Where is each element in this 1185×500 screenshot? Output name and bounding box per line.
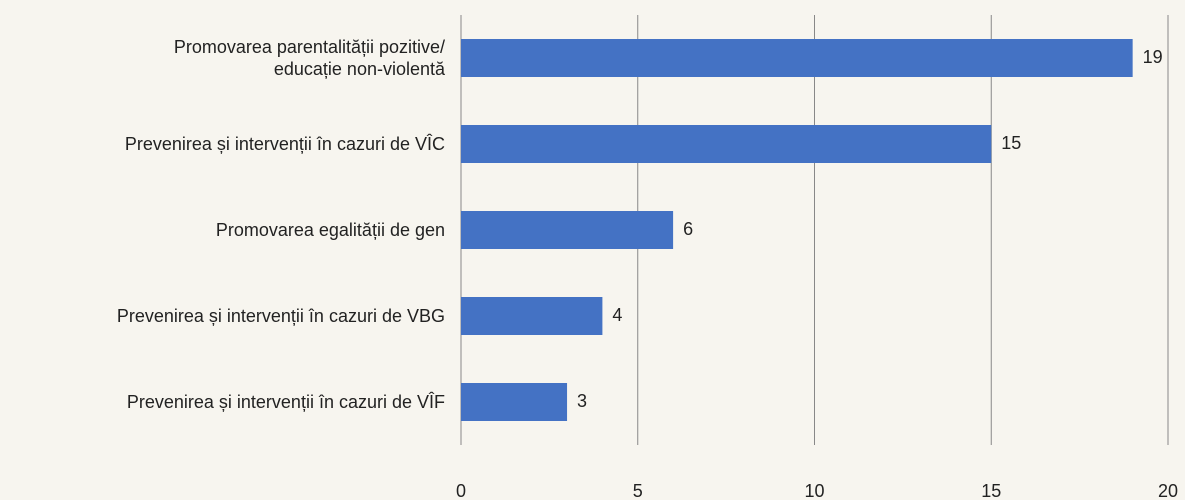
bar: [461, 39, 1133, 77]
bar: [461, 211, 674, 249]
data-label: 3: [577, 391, 587, 411]
bar: [461, 297, 603, 335]
bar: [461, 383, 568, 421]
data-label: 15: [1001, 133, 1021, 153]
y-tick-label: Promovarea egalității de gen: [215, 220, 445, 240]
y-tick-label: Promovarea parentalității pozitive/ educ…: [173, 37, 445, 79]
y-tick-label: Prevenirea și intervenții în cazuri de V…: [124, 134, 445, 154]
x-tick-label: 10: [804, 481, 824, 500]
y-tick-label: Prevenirea și intervenții în cazuri de V…: [116, 306, 445, 326]
data-label: 19: [1143, 47, 1163, 67]
x-tick-label: 20: [1158, 481, 1178, 500]
data-label: 4: [612, 305, 622, 325]
data-label: 6: [683, 219, 693, 239]
bar: [461, 125, 992, 163]
x-tick-label: 5: [633, 481, 643, 500]
y-tick-label: Prevenirea și intervenții în cazuri de V…: [126, 392, 445, 412]
x-tick-label: 15: [981, 481, 1001, 500]
x-tick-label: 0: [456, 481, 466, 500]
